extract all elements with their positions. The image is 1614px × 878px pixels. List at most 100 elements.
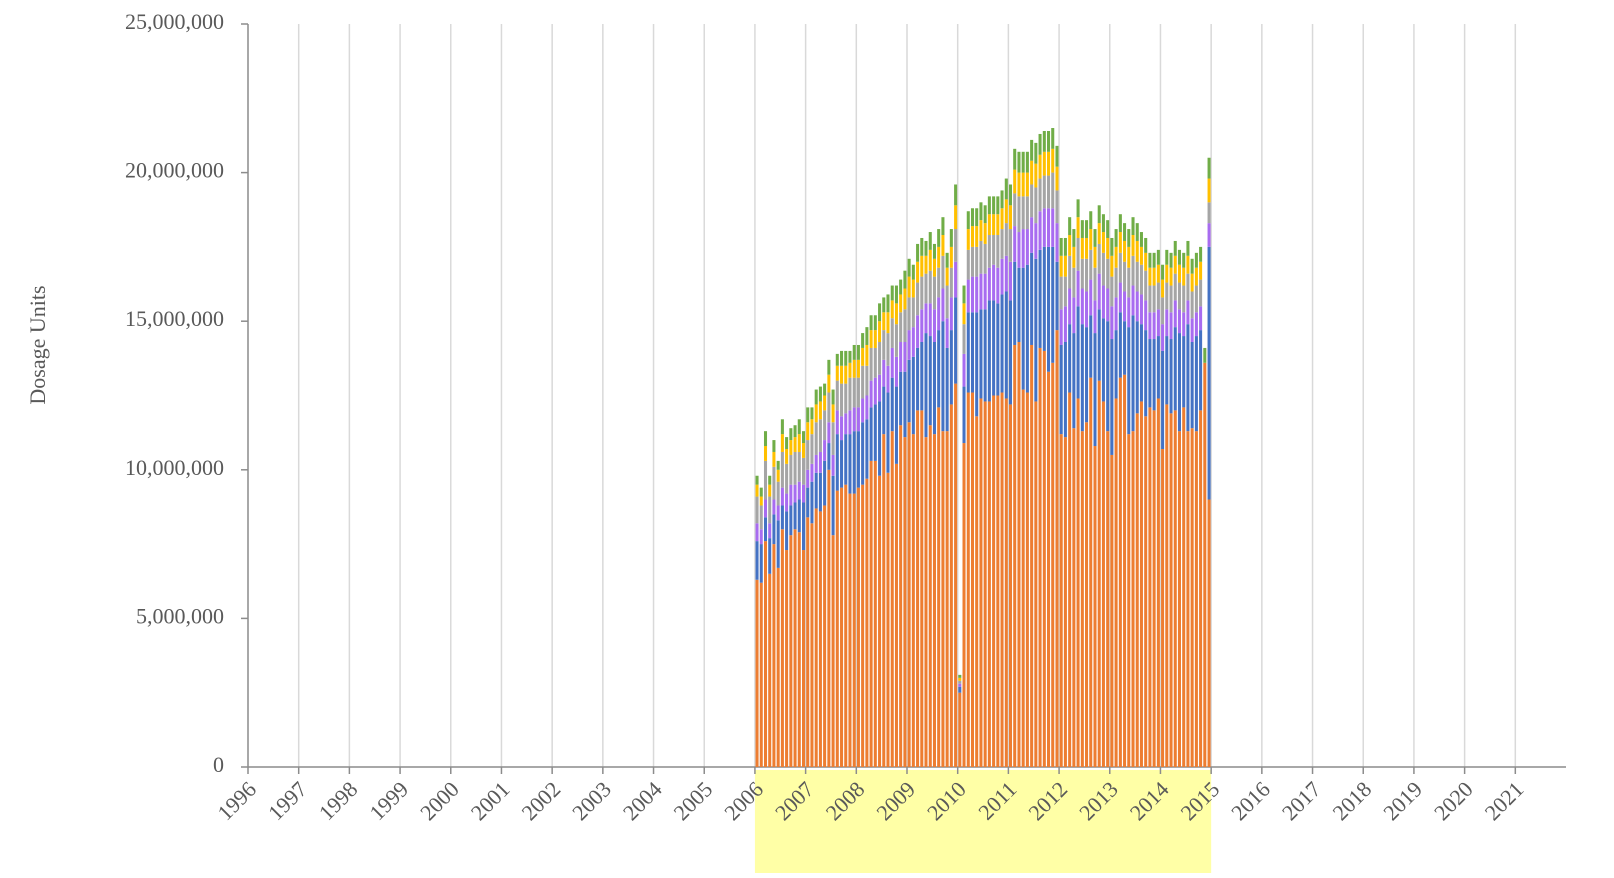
bar-segment	[810, 523, 814, 767]
bar-segment	[928, 249, 932, 271]
highlight-band	[754, 770, 1212, 873]
bar-segment	[873, 377, 877, 405]
bar-segment	[899, 371, 903, 426]
bar-segment	[768, 484, 772, 497]
bar-segment	[1080, 431, 1084, 767]
bar-segment	[1199, 279, 1203, 307]
bar-segment	[903, 309, 907, 343]
bar-segment	[818, 472, 822, 512]
bar-segment	[1110, 339, 1114, 455]
bar-segment	[916, 243, 920, 262]
bar-segment	[1089, 279, 1093, 316]
bar-segment	[1118, 282, 1122, 313]
bar-segment	[1156, 336, 1160, 399]
bar-segment	[983, 243, 987, 274]
bar-segment	[861, 347, 865, 366]
bar-segment	[1182, 252, 1186, 268]
y-axis-label: Dosage Units	[25, 285, 50, 404]
bar-segment	[1085, 291, 1089, 328]
bar-segment	[1169, 285, 1173, 313]
bar-segment	[1203, 362, 1207, 767]
bar-segment	[780, 419, 784, 435]
bar-segment	[1089, 377, 1093, 767]
bar-segment	[911, 327, 915, 357]
bar-segment	[1068, 235, 1072, 256]
bar-segment	[886, 392, 890, 473]
bar-segment	[928, 425, 932, 767]
bar-segment	[1165, 249, 1169, 265]
bar-segment	[1076, 237, 1080, 271]
bar-segment	[1161, 264, 1165, 280]
bar-segment	[937, 246, 941, 268]
bar-segment	[1118, 377, 1122, 767]
bar-segment	[1076, 199, 1080, 218]
bar-segment	[1123, 291, 1127, 322]
bar-segment	[1085, 422, 1089, 767]
bar-segment	[890, 431, 894, 767]
bar-segment	[1110, 276, 1114, 307]
bar-segment	[1055, 223, 1059, 262]
bar-segment	[785, 448, 789, 464]
bar-segment	[882, 297, 886, 313]
bar-segment	[797, 532, 801, 767]
bar-segment	[987, 196, 991, 215]
bar-segment	[1068, 217, 1072, 236]
x-tick-label: 1996	[212, 776, 261, 825]
bar-segment	[1008, 229, 1013, 262]
bar-segment	[810, 434, 814, 464]
bar-segment	[970, 276, 975, 313]
bar-segment	[1034, 142, 1038, 164]
bar-segment	[831, 535, 835, 767]
bar-segment	[755, 523, 759, 542]
bar-segment	[1135, 261, 1139, 292]
bar-segment	[814, 472, 818, 509]
bar-segment	[1093, 229, 1097, 247]
bar-segment	[987, 214, 991, 236]
bar-segment	[1008, 184, 1013, 206]
bar-segment	[852, 359, 856, 378]
bar-segment	[1047, 208, 1051, 247]
bar-segment	[1097, 273, 1101, 310]
bar-segment	[1097, 243, 1101, 274]
bar-segment	[1190, 342, 1194, 429]
bar-segment	[1207, 223, 1211, 247]
bar-segment	[1199, 410, 1203, 767]
bar-segment	[1148, 267, 1152, 286]
bar-segment	[1072, 267, 1076, 298]
bar-segment	[899, 342, 903, 372]
bar-segment	[818, 386, 822, 402]
bar-segment	[1106, 220, 1110, 238]
bar-segment	[992, 235, 996, 265]
bar-segment	[1034, 401, 1038, 767]
bar-segment	[755, 484, 759, 497]
bar-segment	[924, 240, 928, 256]
bar-segment	[1135, 321, 1139, 414]
bar-segment	[894, 324, 898, 357]
bar-segment	[932, 258, 936, 277]
bar-segment	[1156, 398, 1160, 767]
bar-segment	[835, 353, 839, 366]
bar-segment	[802, 431, 806, 444]
bar-segment	[1030, 252, 1034, 345]
bar-segment	[823, 410, 827, 441]
bar-segment	[856, 359, 860, 378]
bar-segment	[1017, 151, 1021, 173]
bar-segment	[1063, 342, 1067, 438]
bar-segment	[903, 437, 907, 767]
bar-segment	[1051, 148, 1055, 173]
bar-segment	[941, 235, 945, 256]
bar-segment	[865, 344, 869, 366]
bar-segment	[1042, 175, 1046, 209]
bar-segment	[802, 502, 806, 551]
bar-segment	[814, 389, 818, 405]
bar-segment	[1194, 431, 1198, 767]
bar-segment	[1000, 229, 1004, 259]
bar-segment	[873, 330, 877, 348]
bar-segment	[1135, 291, 1139, 322]
bar-segment	[886, 312, 890, 334]
bar-segment	[962, 324, 966, 354]
bar-segment	[1004, 398, 1008, 767]
bar-segment	[945, 285, 949, 319]
bar-segment	[1072, 229, 1076, 247]
bar-segment	[882, 330, 886, 360]
